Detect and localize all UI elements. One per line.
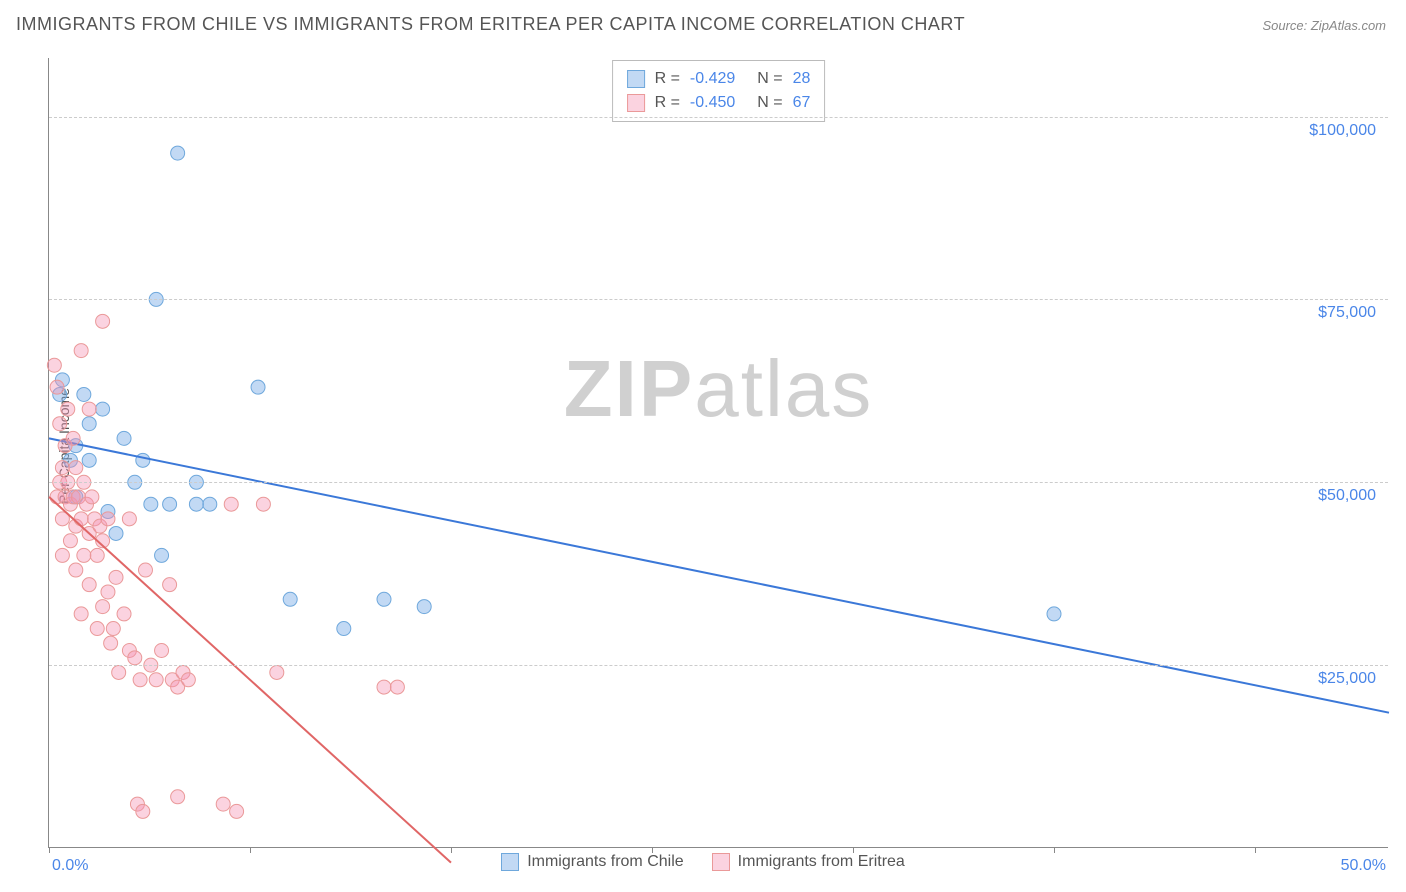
- stats-r-label: R =: [655, 91, 680, 115]
- data-point: [112, 665, 126, 679]
- data-point: [55, 461, 69, 475]
- data-point: [256, 497, 270, 511]
- data-point: [96, 600, 110, 614]
- data-point: [163, 497, 177, 511]
- data-point: [203, 497, 217, 511]
- legend-item: Immigrants from Chile: [501, 853, 683, 871]
- data-point: [144, 497, 158, 511]
- data-point: [377, 592, 391, 606]
- stats-r-value: -0.429: [690, 67, 735, 91]
- data-point: [90, 548, 104, 562]
- data-point: [109, 570, 123, 584]
- data-point: [101, 512, 115, 526]
- stats-n-label: N =: [757, 67, 782, 91]
- data-point: [163, 578, 177, 592]
- gridline: [49, 117, 1388, 118]
- data-point: [390, 680, 404, 694]
- data-point: [149, 673, 163, 687]
- data-point: [117, 431, 131, 445]
- legend-label: Immigrants from Eritrea: [738, 853, 905, 871]
- data-point: [53, 417, 67, 431]
- chart-container: IMMIGRANTS FROM CHILE VS IMMIGRANTS FROM…: [0, 0, 1406, 892]
- data-point: [171, 790, 185, 804]
- y-tick-label: $25,000: [1318, 670, 1376, 688]
- data-point: [101, 585, 115, 599]
- trend-line: [49, 438, 1389, 712]
- data-point: [136, 804, 150, 818]
- data-point: [96, 402, 110, 416]
- legend-swatch: [501, 853, 519, 871]
- data-point: [224, 497, 238, 511]
- data-point: [1047, 607, 1061, 621]
- data-point: [136, 453, 150, 467]
- gridline: [49, 482, 1388, 483]
- y-tick-label: $75,000: [1318, 304, 1376, 322]
- data-point: [96, 314, 110, 328]
- data-point: [61, 402, 75, 416]
- plot-area: ZIPatlas R = -0.429N = 28R = -0.450N = 6…: [48, 58, 1388, 848]
- trend-line: [49, 497, 451, 863]
- legend-item: Immigrants from Eritrea: [712, 853, 905, 871]
- data-point: [69, 563, 83, 577]
- gridline: [49, 665, 1388, 666]
- data-point: [74, 607, 88, 621]
- data-point: [74, 344, 88, 358]
- data-point: [138, 563, 152, 577]
- data-point: [117, 607, 131, 621]
- stats-r-label: R =: [655, 67, 680, 91]
- y-tick-label: $100,000: [1309, 122, 1376, 140]
- stats-row: R = -0.450 N = 67: [627, 91, 811, 115]
- data-point: [85, 490, 99, 504]
- stats-r-value: -0.450: [690, 91, 735, 115]
- data-point: [106, 622, 120, 636]
- data-point: [74, 512, 88, 526]
- data-point: [66, 431, 80, 445]
- data-point: [122, 512, 136, 526]
- data-point: [128, 651, 142, 665]
- data-point: [133, 673, 147, 687]
- data-point: [189, 497, 203, 511]
- data-point: [104, 636, 118, 650]
- legend-label: Immigrants from Chile: [527, 853, 683, 871]
- chart-svg: [49, 58, 1388, 847]
- data-point: [181, 673, 195, 687]
- data-point: [50, 380, 64, 394]
- data-point: [417, 600, 431, 614]
- data-point: [155, 548, 169, 562]
- stats-n-label: N =: [757, 91, 782, 115]
- data-point: [230, 804, 244, 818]
- data-point: [63, 534, 77, 548]
- data-point: [77, 548, 91, 562]
- data-point: [55, 548, 69, 562]
- data-point: [251, 380, 265, 394]
- data-point: [47, 358, 61, 372]
- data-point: [82, 402, 96, 416]
- data-point: [283, 592, 297, 606]
- data-point: [82, 417, 96, 431]
- data-point: [82, 578, 96, 592]
- stats-row: R = -0.429 N = 28: [627, 67, 811, 91]
- stats-legend-box: R = -0.429 N = 28 R = -0.450 N = 67: [612, 60, 826, 122]
- y-tick-label: $50,000: [1318, 487, 1376, 505]
- legend-bottom: Immigrants from Chile Immigrants from Eri…: [0, 853, 1406, 871]
- legend-swatch: [627, 70, 645, 88]
- chart-title: IMMIGRANTS FROM CHILE VS IMMIGRANTS FROM…: [16, 14, 965, 35]
- data-point: [155, 644, 169, 658]
- stats-n-value: 28: [793, 67, 811, 91]
- data-point: [77, 387, 91, 401]
- source-label: Source: ZipAtlas.com: [1262, 18, 1386, 33]
- data-point: [90, 622, 104, 636]
- data-point: [337, 622, 351, 636]
- legend-swatch: [627, 94, 645, 112]
- gridline: [49, 299, 1388, 300]
- stats-n-value: 67: [793, 91, 811, 115]
- data-point: [171, 146, 185, 160]
- data-point: [69, 461, 83, 475]
- data-point: [216, 797, 230, 811]
- legend-swatch: [712, 853, 730, 871]
- data-point: [82, 453, 96, 467]
- data-point: [270, 665, 284, 679]
- data-point: [377, 680, 391, 694]
- data-point: [109, 526, 123, 540]
